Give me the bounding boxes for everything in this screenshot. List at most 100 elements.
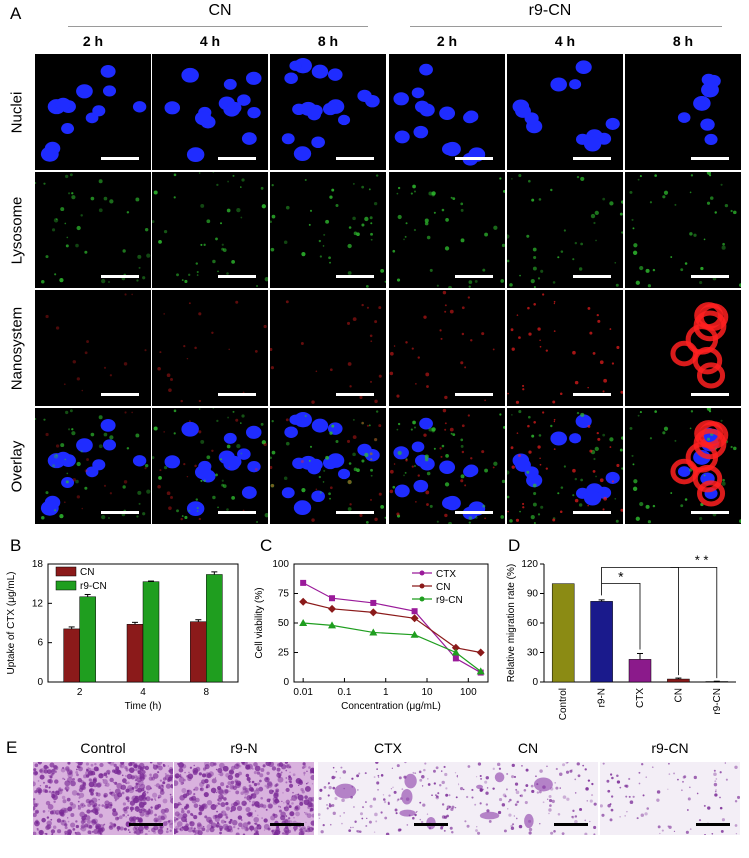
lysosome-dot (76, 225, 81, 231)
tile-overlay-2 (270, 408, 386, 524)
stained-cell (174, 802, 179, 809)
nucleus (311, 490, 325, 503)
tile-nanosystem-4 (507, 290, 623, 406)
stained-cell (299, 828, 303, 832)
nanosystem-dot (470, 457, 473, 460)
stained-cell (41, 817, 46, 823)
y-tick-label: 0 (532, 677, 538, 688)
stained-cell (734, 824, 738, 827)
stained-cell (510, 826, 515, 830)
lysosome-dot (80, 450, 83, 453)
lysosome-dot (212, 495, 216, 500)
lysosome-dot (484, 468, 489, 473)
nanosystem-dot (211, 449, 214, 453)
y-tick-label: 18 (32, 559, 44, 570)
nanosystem-dot (72, 478, 77, 482)
point-cn (476, 648, 485, 657)
stained-cell (70, 822, 76, 828)
lysosome-dot (444, 482, 450, 487)
lysosome-dot (501, 243, 505, 248)
nucleus (569, 79, 582, 90)
stained-cell (113, 793, 120, 800)
stained-cell (230, 765, 236, 771)
stained-cell (224, 813, 228, 817)
stained-cell (589, 820, 591, 823)
lysosome-dot (220, 458, 223, 461)
nanosystem-dot (603, 378, 608, 383)
lysosome-dot (158, 475, 162, 480)
stained-cell (204, 767, 207, 770)
stained-cell (685, 830, 689, 834)
nanosystem-dot (417, 356, 420, 359)
stained-cell (62, 777, 65, 780)
lysosome-dot (215, 473, 218, 477)
point-cn (410, 614, 419, 623)
stained-cell (218, 789, 224, 795)
stained-cell (250, 787, 255, 792)
nanosystem-dot (124, 293, 127, 296)
stained-cell (80, 828, 82, 830)
stained-cell (638, 782, 641, 785)
stained-cell (466, 824, 470, 828)
stained-cell (520, 794, 523, 798)
stained-cell (511, 775, 515, 779)
lysosome-dot (680, 504, 684, 508)
lysosome-dot (639, 501, 644, 507)
stained-cell (433, 782, 436, 785)
lysosome-dot (526, 470, 530, 474)
nucleus (357, 443, 372, 456)
point-ctx (300, 579, 307, 586)
stained-cell (159, 779, 163, 782)
nanosystem-dot (587, 504, 589, 507)
nanosystem-dot (186, 357, 189, 360)
stained-cell (92, 768, 94, 771)
stained-cell (477, 831, 481, 835)
stained-cell (436, 795, 439, 798)
nanosystem-dot (374, 399, 378, 404)
time-label-1: 4 h (199, 33, 221, 49)
stained-cell (213, 791, 216, 794)
lysosome-dot (424, 457, 429, 462)
stained-cell (120, 762, 125, 765)
x-tick-label: r9-N (597, 688, 608, 707)
lysosome-dot (221, 483, 225, 487)
stained-cell (242, 822, 249, 828)
stained-cell (52, 790, 55, 794)
nucleus (569, 433, 582, 444)
stained-cell (303, 774, 306, 776)
stained-cell (260, 767, 265, 772)
stained-cell (62, 799, 67, 804)
stained-cell (71, 790, 78, 796)
lysosome-dot (370, 222, 373, 225)
row-label-overlay: Overlay (8, 440, 26, 493)
bar-cn (667, 678, 690, 683)
lysosome-dot (231, 259, 236, 264)
stained-cell (178, 767, 184, 773)
stained-cell (571, 816, 573, 818)
lysosome-dot (59, 277, 64, 283)
stained-cell (157, 796, 160, 799)
stained-cell (155, 783, 160, 788)
stained-cell (514, 782, 519, 786)
lysosome-dot (361, 185, 365, 189)
stained-cell (114, 788, 121, 795)
stained-cell (162, 781, 166, 785)
stained-cell (440, 826, 444, 830)
stained-cell (139, 773, 145, 779)
stained-cell (278, 772, 282, 777)
stained-cell (267, 803, 273, 809)
y-tick-label: 0 (37, 677, 43, 688)
lysosome-dot (122, 485, 126, 489)
stained-cell (401, 788, 404, 791)
lysosome-dot (595, 239, 597, 242)
lysosome-dot (264, 276, 268, 282)
nucleus (442, 496, 457, 510)
nanosystem-dot (511, 465, 515, 469)
lysosome-dot (392, 249, 396, 253)
stained-cell (305, 812, 308, 816)
stained-cell (555, 786, 559, 790)
stained-cell (285, 777, 288, 779)
stained-cell (45, 832, 48, 835)
stained-cell (404, 762, 407, 764)
lysosome-dot (90, 432, 95, 437)
